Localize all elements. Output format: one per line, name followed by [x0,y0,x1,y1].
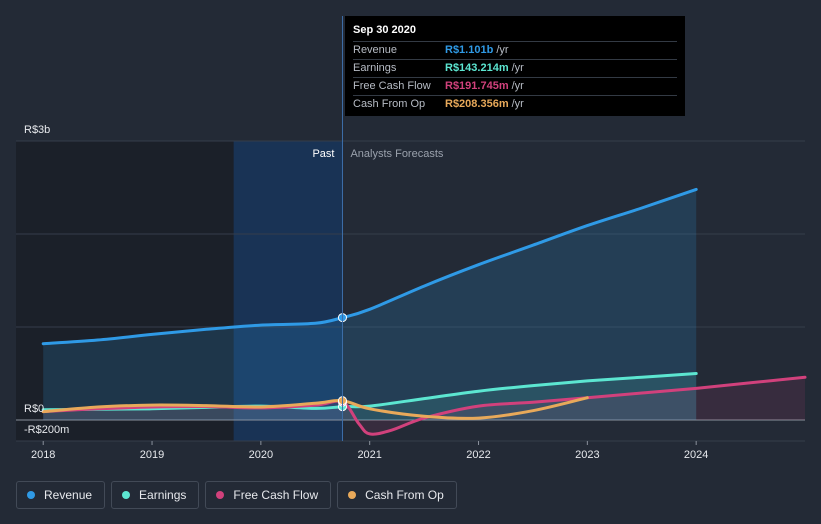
tooltip-date: Sep 30 2020 [353,24,416,36]
legend-dot-icon [216,491,225,499]
x-tick-label: 2022 [466,449,490,461]
legend-label: Revenue [44,488,93,502]
series-line-revenue [41,187,698,346]
tooltip-label: Revenue [353,44,398,56]
tooltip-label: Free Cash Flow [353,80,431,92]
chart-area: Past Analysts Forecasts R$3b R$0 -R$200m 2018… [16,16,807,461]
series-line-earnings [41,372,698,412]
tooltip-label: Cash From Op [353,98,426,110]
x-tick-label: 2024 [684,449,708,461]
tooltip-row-earnings: Earnings R$143.214m /yr [353,59,677,77]
series-line-cfo [41,396,589,420]
tooltip-unit: /yr [511,98,524,110]
y-label-top: R$3b [24,124,50,136]
legend-item-revenue[interactable]: Revenue [16,481,106,509]
x-tick-label: 2019 [140,449,164,461]
legend-label: Free Cash Flow [233,488,319,502]
y-label-bottom: -R$200m [24,424,69,436]
y-label-zero: R$0 [24,403,44,415]
x-tick-label: 2023 [575,449,599,461]
past-label: Past [312,148,334,160]
x-tick-label: 2021 [357,449,381,461]
tooltip-unit: /yr [511,80,524,92]
legend-dot-icon [122,491,131,499]
tooltip-value: R$1.101b [445,44,494,56]
tooltip-unit: /yr [511,62,524,74]
legend-dot-icon [348,491,357,499]
tooltip-label: Earnings [353,62,397,74]
forecast-label: Analysts Forecasts [350,148,443,160]
legend-item-fcf[interactable]: Free Cash Flow [205,481,332,509]
legend-dot-icon [27,491,35,499]
tooltip-unit: /yr [496,44,509,56]
legend-label: Cash From Op [365,488,444,502]
x-tick-label: 2020 [249,449,273,461]
legend-item-cfo[interactable]: Cash From Op [337,481,457,509]
tooltip-value: R$143.214m [445,62,509,74]
tooltip-row-cfo: Cash From Op R$208.356m /yr [353,95,677,113]
tooltip-value: R$208.356m [445,98,509,110]
x-tick-label: 2018 [31,449,55,461]
tooltip-row-fcf: Free Cash Flow R$191.745m /yr [353,77,677,95]
tooltip: Sep 30 2020 Revenue R$1.101b /yr Earning… [345,16,685,116]
highlight-band [233,141,343,441]
tooltip-value: R$191.745m [445,80,509,92]
tooltip-row-revenue: Revenue R$1.101b /yr [353,41,677,59]
legend-item-earnings[interactable]: Earnings [111,481,200,509]
legend-label: Earnings [139,488,187,502]
area-fcf [43,377,805,435]
legend: Revenue Earnings Free Cash Flow Cash Fro… [16,481,457,509]
area-revenue [43,189,697,420]
